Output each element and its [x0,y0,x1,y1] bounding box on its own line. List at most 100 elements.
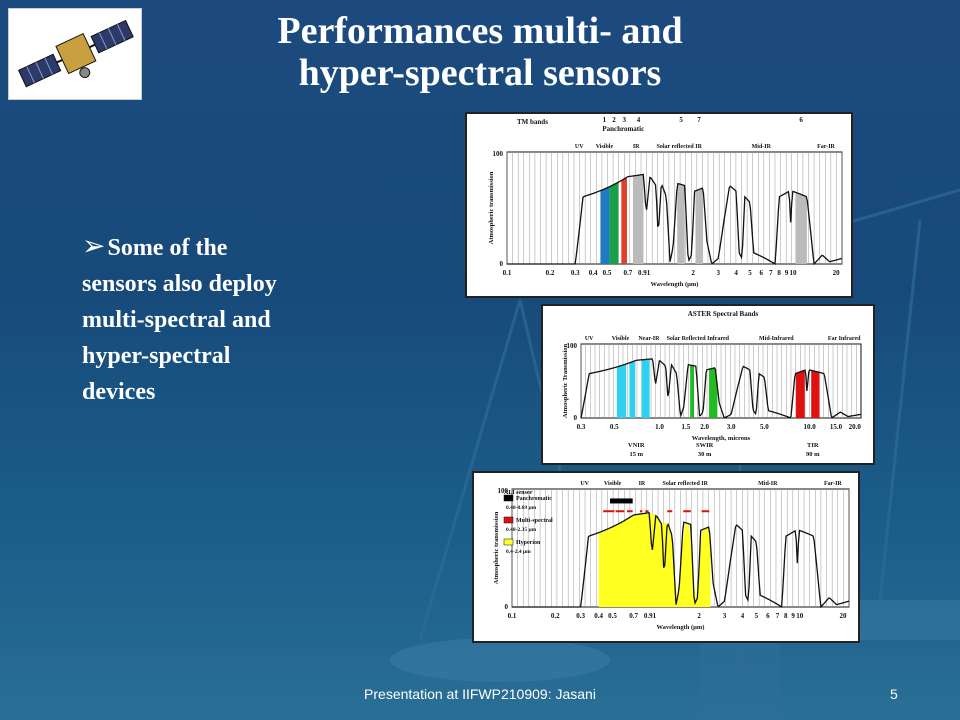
band-5 [677,183,685,264]
x-tick-3.0: 3.0 [727,423,736,431]
x-tick-4: 4 [741,612,745,620]
panchromatic-label: Panchromatic [602,125,644,133]
y-axis-label: Atmospheric Transmission [562,343,569,418]
band-number-5: 5 [679,116,683,124]
tm-bands-plot: 100 0 Atmospheric transmission 0.1 0.2 0.3 0.4… [488,116,843,288]
group-name-3: TIR [807,442,819,449]
bullet-item: ➢Some of the sensors also deploy multi-s… [82,228,302,410]
x-tick-8: 8 [784,612,788,620]
band-6 [695,187,704,264]
band-number-3: 3 [622,116,626,124]
x-tick-10.0: 10.0 [803,423,816,431]
arrow-bullet-icon: ➢ [82,229,106,262]
multispectral-marker-3 [615,510,625,513]
region-label-2: Visible [612,336,630,342]
x-tick-20: 20 [840,612,848,620]
x-tick-3: 3 [723,612,727,620]
tm-bands-chart: 100 0 Atmospheric transmission 0.1 0.2 0.3 0.4… [465,112,853,298]
x-tick-5.0: 5.0 [760,423,769,431]
band-3 [641,359,650,418]
chart-title: TM bands [517,118,548,126]
region-label-1: UV [580,481,589,487]
band-2 [609,182,619,264]
region-label-3: IR [639,481,646,487]
x-tick-9: 9 [791,612,795,620]
multispectral-marker-6 [645,510,649,513]
region-label-4: Solar reflected IR [656,144,702,150]
x-tick-7: 7 [769,269,773,277]
x-tick-0.2: 0.2 [546,269,555,277]
band-3 [621,177,627,264]
x-tick-0.3: 0.3 [576,612,585,620]
band-2 [629,360,636,418]
band-number-2: 2 [612,116,616,124]
region-label-2: Visible [604,481,622,487]
y-axis-label: Atmospheric transmission [493,511,500,584]
x-tick-2: 2 [697,612,701,620]
transmission-curve [580,358,862,419]
multispectral-marker-9 [701,510,710,513]
x-tick-5: 5 [748,269,752,277]
x-axis-label: Wavelength, microns [692,435,751,442]
band-6 [796,370,805,418]
x-axis-label: Wavelength (µm) [651,281,699,288]
bullet-text: Some of the sensors also deploy multi-sp… [82,235,277,405]
x-tick-1.5: 1.5 [682,423,691,431]
band-4 [690,365,695,418]
multispectral-marker-4 [626,510,633,513]
x-tick-9: 9 [785,269,789,277]
band-1 [598,512,711,607]
region-label-5: Mid-IR [752,144,772,150]
y-tick-100: 100 [493,150,504,158]
x-tick-4: 4 [734,269,738,277]
chart-title: ASTER Spectral Bands [688,310,759,318]
band-5 [709,367,718,418]
ali-hyperion-plot: 100 0 Atmospheric transmission 0.1 0.2 0.3 0.4… [493,481,850,631]
x-tick-20: 20 [833,269,841,277]
group-resolution-1: 15 m [629,451,643,458]
x-tick-15.0: 15.0 [830,423,843,431]
region-label-3: IR [633,144,640,150]
group-name-2: SWIR [696,442,714,449]
region-label-4: Solar Reflected Infrared [667,336,730,342]
x-tick-2: 2 [691,269,695,277]
aster-bands-chart: 100 0 Atmospheric Transmission 0.3 0.5 1.0 1.5… [541,304,875,465]
y-axis-label: Atmospheric transmission [488,171,495,244]
aster-bands-plot: 100 0 Atmospheric Transmission 0.3 0.5 1.0 1.5… [562,310,862,458]
group-resolution-2: 30 m [698,451,712,458]
y-tick-100: 100 [498,487,509,495]
x-tick-6: 6 [766,612,770,620]
ali-hyperion-chart: 100 0 Atmospheric transmission 0.1 0.2 0.3 0.4… [472,471,860,643]
panchromatic-marker [610,498,633,504]
slide-title: Performances multi- and hyper-spectral s… [150,10,810,94]
band-number-6: 6 [799,116,803,124]
region-label-5: Mid-IR [758,481,778,487]
y-tick-0: 0 [505,603,509,611]
multispectral-marker-5 [639,510,643,513]
legend-swatch-1 [503,494,514,502]
legend-swatch-2 [503,516,514,524]
x-tick-5: 5 [755,612,759,620]
group-name-1: VNIR [628,442,645,449]
x-tick-3: 3 [716,269,720,277]
multispectral-marker-7 [667,510,673,513]
band-number-7: 7 [697,116,701,124]
region-label-3: Near-IR [638,336,660,342]
x-tick-0.91: 0.91 [644,612,657,620]
y-tick-0: 0 [574,414,578,422]
y-tick-0: 0 [500,260,504,268]
x-tick-0.91: 0.91 [638,269,651,277]
region-label-1: UV [585,336,594,342]
transmission-curve [512,511,850,609]
band-number-1: 1 [603,116,607,124]
x-tick-10: 10 [796,612,804,620]
legend-name-1: Panchromatic [516,496,552,502]
band-1 [600,186,610,264]
x-tick-0.1: 0.1 [503,269,512,277]
satellite-icon [17,19,134,88]
page-number: 5 [890,686,898,702]
x-tick-0.4: 0.4 [594,612,603,620]
legend-range-1: 0.48-0.69 µm [506,505,537,511]
